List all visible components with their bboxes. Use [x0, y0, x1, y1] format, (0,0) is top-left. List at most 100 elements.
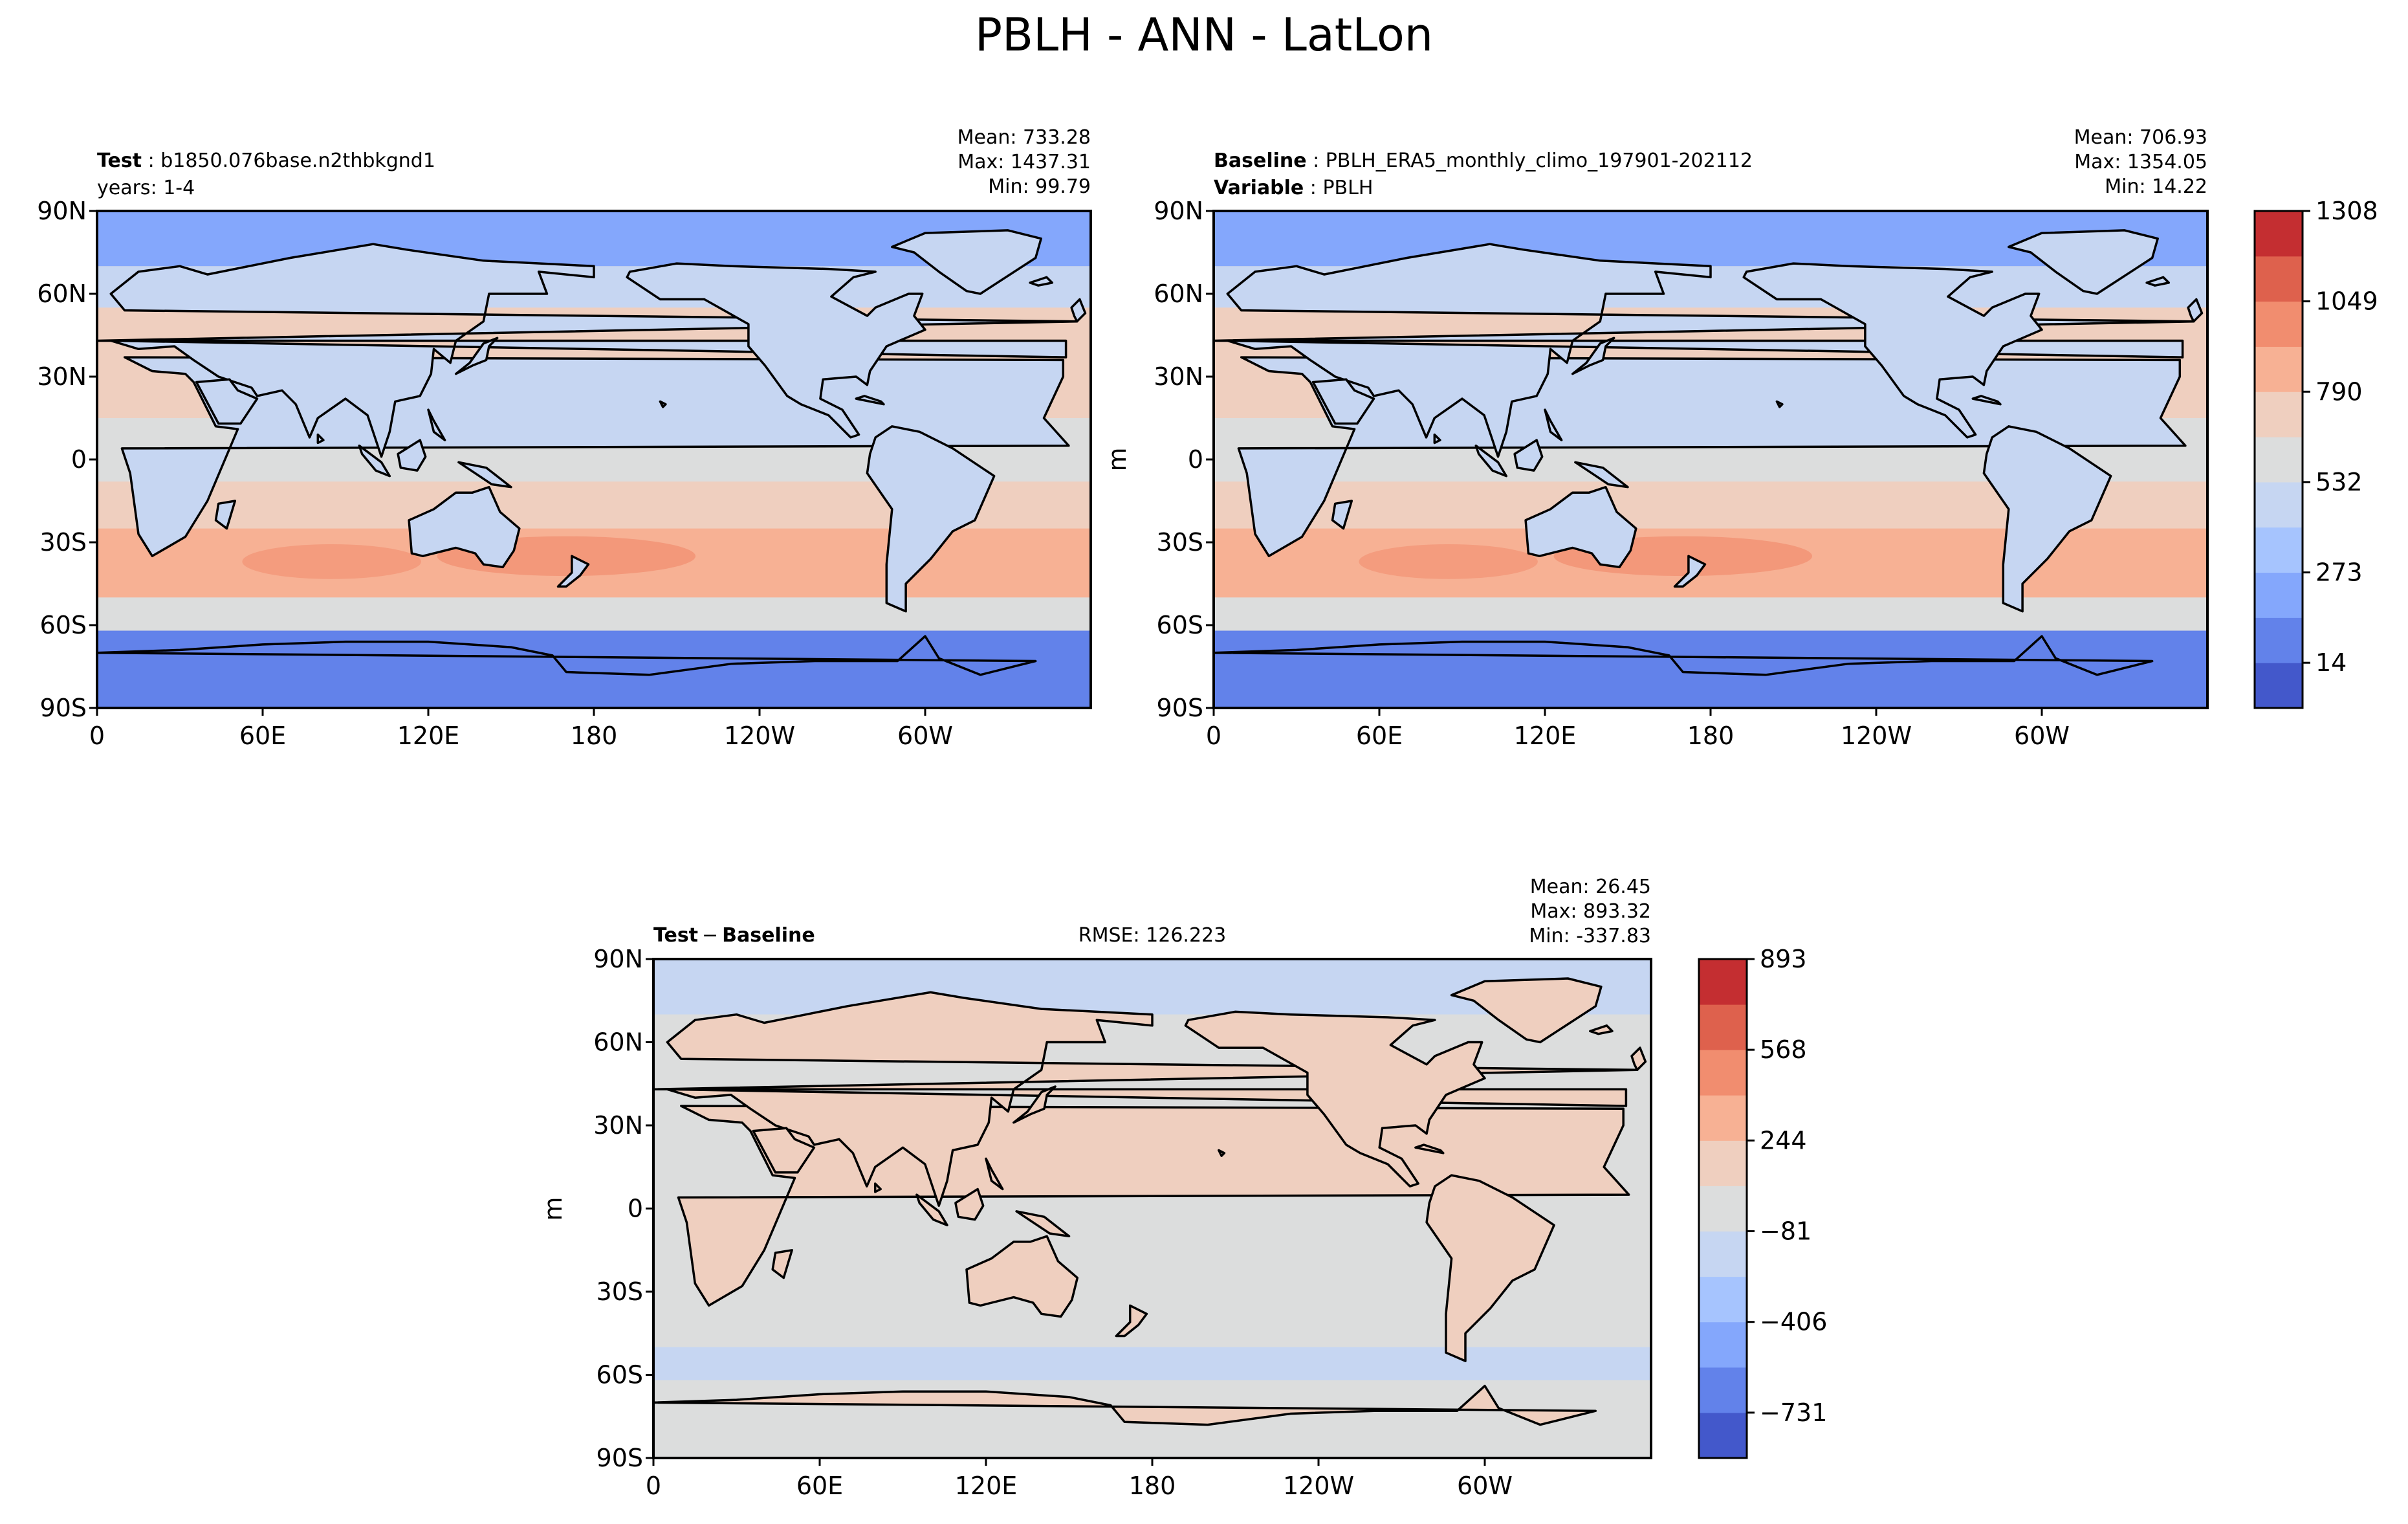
test-coastline-eurasia — [97, 243, 1078, 458]
baseline-ytick-label: 0 — [1188, 445, 1203, 474]
test-southern-ocean-band — [97, 597, 1091, 631]
test-coastline-n_america — [626, 262, 926, 439]
baseline-xtick-label: 60W — [2014, 722, 2070, 750]
diff-colorbar-tick-label: 244 — [1760, 1126, 1807, 1154]
diff-coastline-n_america — [1184, 1010, 1486, 1187]
baseline-xtick-label: 120E — [1514, 722, 1577, 750]
top-colorbar-frame — [2253, 210, 2304, 709]
diff-map — [653, 959, 1651, 1458]
diff-colorbar-tick-label: −81 — [1760, 1217, 1811, 1246]
colorbars: 1308 1049 790 532 273 14 893 568 244 −81 −406 −731 — [1698, 197, 2378, 1459]
diff-coastline-borneo — [954, 1187, 985, 1221]
baseline-xtick-label: 60E — [1356, 722, 1403, 750]
diff-coastline-philippines — [985, 1157, 1004, 1191]
baseline-coastline-hawaii — [1775, 400, 1784, 408]
diff-xtick-label: 120E — [955, 1472, 1018, 1500]
baseline-ylabel: m — [1103, 447, 1132, 471]
baseline-variable-colon: : — [1304, 177, 1322, 199]
diff-label-bold: Test — [653, 924, 698, 947]
diff-ytick-label: 0 — [628, 1195, 643, 1223]
diff-ytick-label: 60N — [593, 1028, 643, 1057]
test-label-text: b1850.076base.n2thbkgnd1 — [160, 149, 435, 172]
diff-ytick-label: 60S — [597, 1361, 643, 1389]
baseline-coastline-japan — [1571, 337, 1615, 375]
test-indian-ocean-high — [242, 544, 421, 579]
baseline-ytick-label: 60N — [1154, 280, 1203, 308]
top-colorbar-segment — [2255, 572, 2303, 618]
baseline-coastline-britain — [2187, 298, 2204, 323]
diff-label: Test − Baseline — [653, 924, 815, 947]
test-map — [97, 211, 1091, 708]
diff-colorbar-segment — [1699, 959, 1747, 1005]
top-colorbar-segment — [2255, 437, 2303, 483]
test-coastline-sumatra — [358, 444, 391, 478]
diff-southern-ocean-band — [653, 1347, 1651, 1381]
baseline-coastline-antarctica — [1214, 635, 2154, 708]
diff-colorbar-segment — [1699, 1276, 1747, 1323]
diff-ytick-label: 90N — [593, 945, 643, 973]
test-coastline-new_zealand — [556, 555, 590, 588]
diff-coastline-srilanka — [873, 1182, 882, 1193]
test-coastline-hawaii — [659, 400, 667, 408]
diff-coastline-arabia — [752, 1127, 816, 1174]
test-xtick-label: 60E — [239, 722, 286, 750]
test-max: Max: 1437.31 — [958, 151, 1091, 173]
diff-xtick-label: 60E — [796, 1472, 843, 1500]
baseline-label-text: PBLH_ERA5_monthly_climo_197901-202112 — [1326, 149, 1753, 172]
test-ytick-label: 60N — [37, 280, 87, 308]
test-coastline-japan — [454, 337, 499, 375]
baseline-coastline-arabia — [1311, 378, 1375, 425]
baseline-label-bold: Baseline — [1214, 149, 1307, 172]
test-min: Min: 99.79 — [988, 175, 1091, 198]
top-colorbar-segment — [2255, 527, 2303, 573]
diff-ytick-label: 30S — [597, 1277, 643, 1306]
baseline-map — [1214, 211, 2207, 708]
diff-colorbar-frame — [1698, 958, 1748, 1459]
test-coastline-srilanka — [316, 433, 325, 445]
diff-colorbar-segment — [1699, 1231, 1747, 1277]
baseline-ytick-label: 90S — [1157, 694, 1203, 722]
test-xtick-label: 0 — [89, 722, 105, 750]
diff-colorbar-tick-label: −406 — [1760, 1308, 1827, 1336]
diff-coastline-greenland — [1450, 977, 1603, 1044]
baseline-coastline-borneo — [1513, 439, 1544, 472]
test-coastline-greenland — [891, 229, 1042, 295]
diff-max: Max: 893.32 — [1530, 900, 1651, 923]
test-xtick-label: 180 — [571, 722, 618, 750]
test-coastline-cuba — [855, 395, 885, 406]
top-colorbar-segment — [2255, 392, 2303, 437]
test-coastline-britain — [1070, 298, 1087, 323]
baseline-coastline-new_zealand — [1673, 555, 1707, 588]
diff-coastline-eurasia — [653, 991, 1639, 1207]
diff-ytick-label: 90S — [597, 1444, 643, 1472]
baseline-variable-bold: Variable — [1214, 177, 1304, 199]
diff-coastline-s_america — [1425, 1174, 1555, 1362]
diff-colorbar-segment — [1699, 1412, 1747, 1459]
test-coastline-new_guinea — [457, 461, 512, 489]
diff-coastline-japan — [1012, 1085, 1056, 1124]
test-coastline-madagascar — [214, 500, 237, 530]
baseline-ytick-label: 30S — [1157, 528, 1203, 557]
test-years: years: 1-4 — [97, 177, 195, 199]
test-ytick-label: 30S — [40, 528, 87, 557]
baseline-coastline-cuba — [1971, 395, 2002, 406]
baseline-southern-ocean-band — [1214, 597, 2207, 631]
top-colorbar-segment — [2255, 256, 2303, 302]
diff-coastline-australia — [965, 1235, 1079, 1318]
baseline-xtick-label: 120W — [1841, 722, 1912, 750]
diff-xtick-label: 0 — [646, 1472, 661, 1500]
diff-colorbar-segment — [1699, 1140, 1747, 1186]
diff-ylabel: m — [539, 1197, 567, 1220]
test-ytick-label: 90S — [40, 694, 87, 722]
baseline-min: Min: 14.22 — [2105, 175, 2207, 198]
top-colorbar-tick-label: 1049 — [2315, 287, 2378, 316]
baseline-max: Max: 1354.05 — [2074, 151, 2207, 173]
top-colorbar-segment — [2255, 481, 2303, 528]
baseline-coastline-new_guinea — [1574, 461, 1629, 489]
top-colorbar-tick-label: 790 — [2315, 377, 2363, 406]
baseline-variable-text: PBLH — [1322, 177, 1373, 199]
diff-coastline-madagascar — [771, 1249, 793, 1279]
top-colorbar-segment — [2255, 617, 2303, 663]
diff-coastline-sumatra — [915, 1193, 948, 1226]
